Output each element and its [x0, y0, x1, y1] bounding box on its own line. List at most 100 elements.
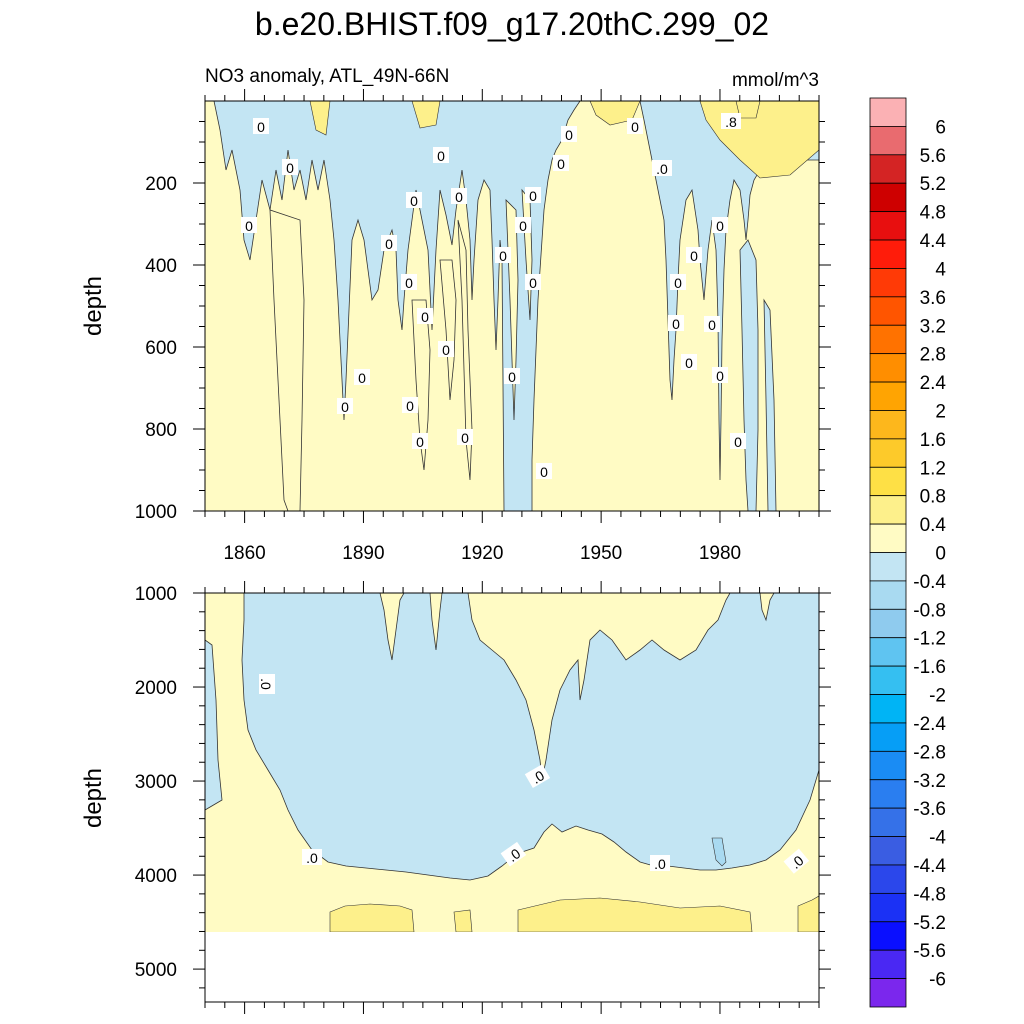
contour-label: 0 [540, 464, 548, 480]
x-tick-label: 1980 [699, 543, 741, 564]
colorbar-label: 2.8 [920, 345, 946, 366]
colorbar-box [869, 239, 907, 269]
x-tick-label: 1920 [461, 543, 503, 564]
colorbar-box [869, 949, 907, 979]
negative-tongue [739, 239, 759, 511]
y-tick-label: 1000 [135, 502, 177, 523]
colorbar-box [869, 523, 907, 553]
colorbar-label: -4.8 [913, 884, 946, 905]
colorbar-box [869, 694, 907, 724]
negative-anomaly-region [241, 593, 819, 881]
y-tick-label: 4000 [135, 866, 177, 887]
negative-tongue [763, 298, 777, 511]
contour-label: 0 [565, 127, 573, 143]
colorbar-label: 2.4 [920, 373, 947, 394]
contour-label: 0 [385, 236, 393, 252]
contour-label: 0 [455, 189, 463, 205]
colorbar-box [869, 324, 907, 355]
contour-label: 0 [716, 218, 724, 234]
contour-label: 0 [341, 399, 349, 415]
colorbar-box [869, 268, 907, 298]
upper-subtitle: NO3 anomaly, ATL_49N-66N [205, 66, 449, 87]
colorbar: 6 5.6 5.2 4.8 4.4 4 3.6 3.2 2.8 2.4 2 1.6 1.2 0.8 0.4 0… [869, 97, 947, 1008]
upper-contour-field [205, 101, 819, 511]
contour-label: 0 [672, 316, 680, 332]
contour-label: 0 [529, 275, 537, 291]
colorbar-box [869, 182, 907, 213]
colorbar-box [869, 608, 907, 639]
contour-label: 0 [529, 188, 537, 204]
contour-label: 0 [406, 398, 414, 414]
positive-tongue [439, 259, 457, 401]
colorbar-box [869, 921, 907, 951]
y-tick-label: 400 [145, 256, 177, 277]
contour-label: 0 [410, 193, 418, 209]
lower-axes: 1000 2000 3000 4000 5000 depth [80, 581, 831, 1014]
colorbar-box [869, 779, 907, 809]
contour-label: .0 [654, 856, 666, 872]
colorbar-box [869, 381, 907, 411]
contour-label: 0 [405, 275, 413, 291]
strong-positive-patch [309, 101, 331, 136]
lower-ylabel: depth [80, 768, 107, 828]
colorbar-label: -1.2 [913, 629, 946, 650]
colorbar-label: -5.2 [913, 913, 946, 934]
negative-patch [711, 837, 727, 867]
lower-plot-frame [204, 592, 820, 1003]
colorbar-label: -2.8 [913, 742, 946, 763]
colorbar-label: 5.6 [920, 146, 946, 167]
colorbar-label: 3.2 [920, 316, 946, 337]
x-tick-label: 1890 [342, 543, 384, 564]
strong-positive-band [329, 903, 415, 933]
contour-label: 0 [358, 370, 366, 386]
colorbar-box [869, 637, 907, 667]
strong-positive-patch [735, 101, 761, 119]
colorbar-label: -3.2 [913, 771, 946, 792]
upper-panel: NO3 anomaly, ATL_49N-66N mmol/m^3 0 0 0 … [80, 66, 831, 564]
colorbar-label: 5.2 [920, 174, 946, 195]
colorbar-box [869, 466, 907, 497]
colorbar-box [869, 665, 907, 695]
colorbar-box [869, 211, 907, 241]
y-tick-label: 200 [145, 174, 177, 195]
colorbar-label: 0.8 [920, 487, 946, 508]
colorbar-label: -4.4 [913, 856, 946, 877]
colorbar-label: -5.6 [913, 941, 946, 962]
colorbar-box [869, 864, 907, 894]
colorbar-label: -4 [929, 828, 946, 849]
y-tick-label: 3000 [135, 772, 177, 793]
contour-label: 0 [685, 355, 693, 371]
contour-label: 0 [708, 317, 716, 333]
colorbar-label: -3.6 [913, 799, 946, 820]
contour-label: 0 [421, 309, 429, 325]
colorbar-box [869, 978, 907, 1008]
contour-label: 0 [716, 368, 724, 384]
units-label: mmol/m^3 [732, 70, 819, 91]
strong-positive-band [797, 895, 819, 933]
upper-ylabel: depth [80, 276, 107, 336]
y-tick-label: 600 [145, 338, 177, 359]
contour-label: 0 [437, 148, 445, 164]
missing-data-region [205, 932, 819, 1002]
colorbar-label: -6 [929, 970, 946, 991]
y-tick-label: 1000 [135, 584, 177, 605]
positive-tongue [457, 219, 473, 481]
colorbar-label: -0.4 [913, 572, 946, 593]
colorbar-label: 1.6 [920, 430, 946, 451]
strong-positive-patch [411, 101, 441, 129]
colorbar-label: 3.6 [920, 288, 946, 309]
colorbar-label: 1.2 [920, 458, 946, 479]
colorbar-label: 6 [935, 117, 946, 138]
colorbar-label: -2.4 [913, 714, 946, 735]
contour-label: 0 [519, 218, 527, 234]
contour-label: .0 [258, 678, 274, 690]
colorbar-box [869, 126, 907, 156]
contour-label: .0 [656, 161, 668, 177]
negative-anomaly-region [205, 639, 223, 811]
contour-label: 0 [557, 156, 565, 172]
colorbar-label: 0.4 [920, 515, 947, 536]
contour-label: 0 [508, 369, 516, 385]
contour-label: 0 [690, 248, 698, 264]
colorbar-label: 0 [935, 544, 946, 565]
